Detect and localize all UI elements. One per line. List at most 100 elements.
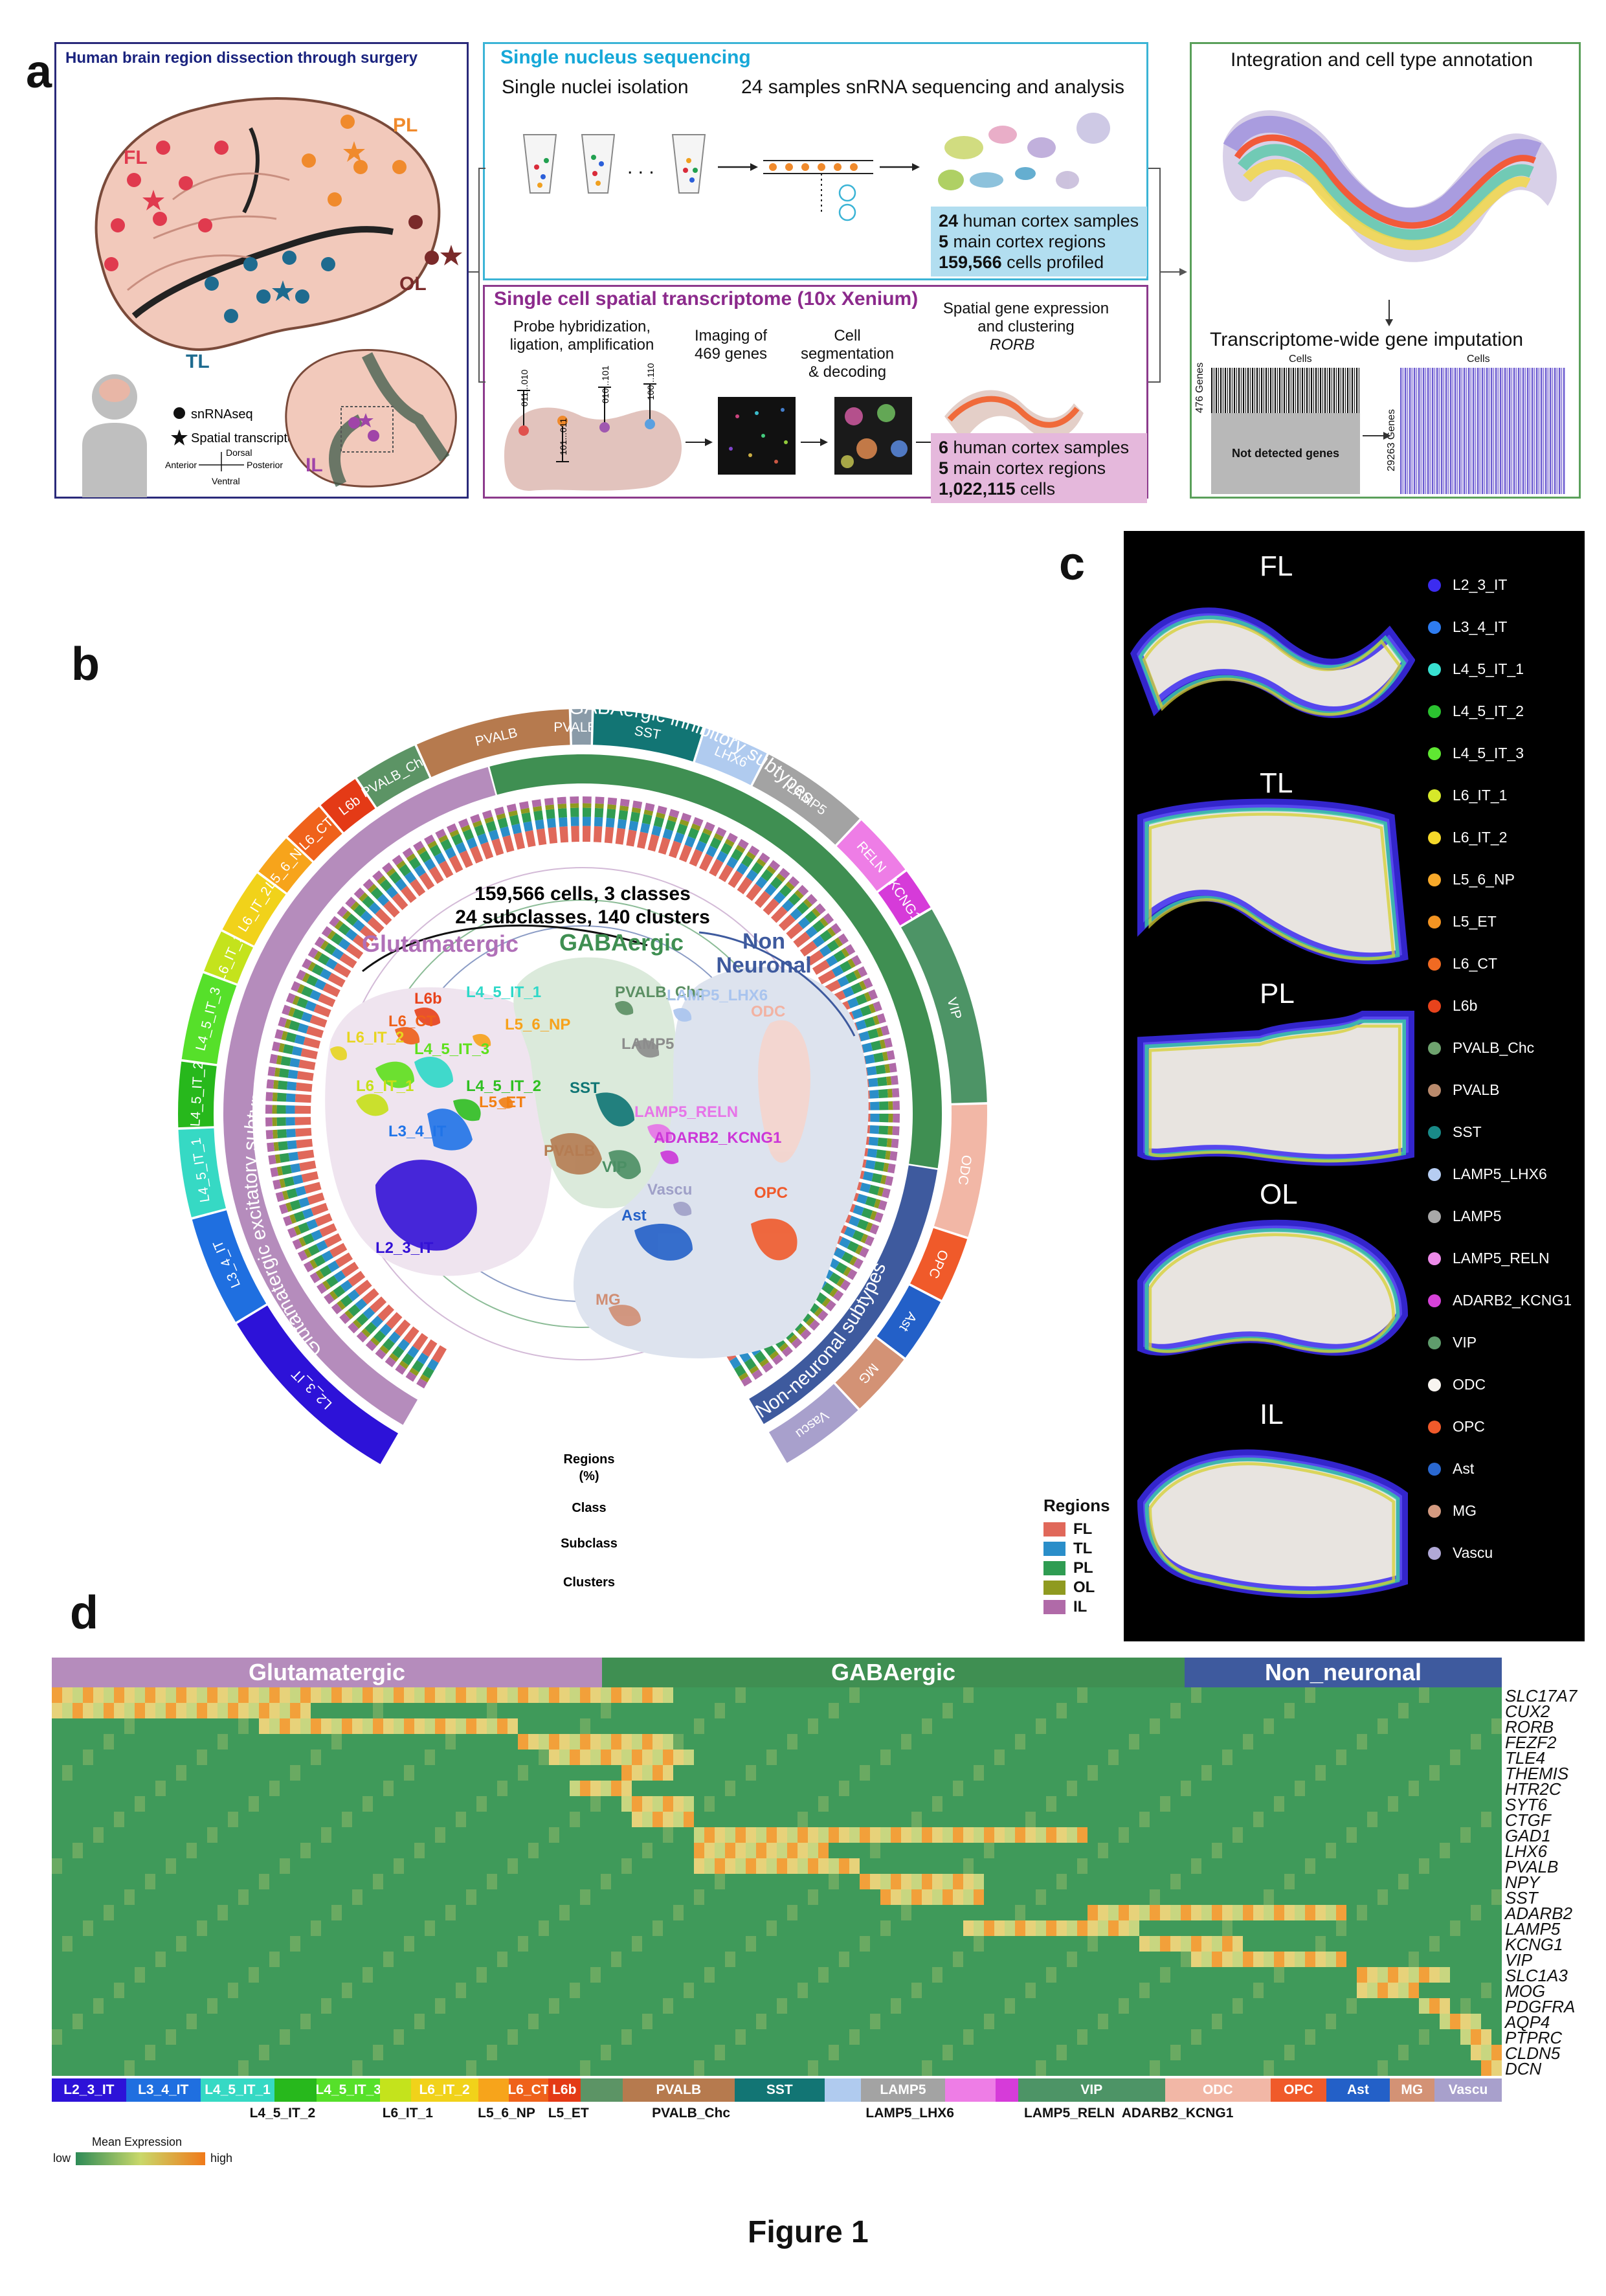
umap-label: L6_IT_1 xyxy=(356,1077,414,1095)
region-bar-segment xyxy=(887,1126,893,1135)
gene-label: PTPRC xyxy=(1505,2028,1563,2047)
region-bar-segment xyxy=(265,1092,273,1101)
class-arc xyxy=(749,1165,938,1424)
subclass-bar-segment: PVALB xyxy=(622,2078,735,2102)
region-bar-segment xyxy=(356,1313,369,1326)
region-bar-segment xyxy=(797,916,810,929)
spatial-illustration: 011...010 101...011 010...101 100...110 xyxy=(504,363,1084,491)
gene-label: ADARB2 xyxy=(1505,1904,1573,1923)
region-bar-segment xyxy=(289,1199,302,1211)
region-bar-segment xyxy=(877,1187,884,1197)
below-subclass-label: PVALB_Chc xyxy=(652,2106,731,2121)
region-bar-segment xyxy=(847,997,859,1009)
c-legend-item: L6_CT xyxy=(1428,955,1497,973)
region-bar-segment xyxy=(709,859,724,877)
region-bar-segment xyxy=(377,875,386,885)
region-bar-segment xyxy=(832,1290,844,1301)
legend-dot xyxy=(1428,662,1441,676)
gene-label: SYT6 xyxy=(1505,1795,1548,1814)
c-legend-item: PVALB xyxy=(1428,1081,1499,1099)
region-bar-segment xyxy=(325,958,338,970)
region-bar-segment xyxy=(279,1153,290,1163)
region-bar-segment xyxy=(293,1211,306,1222)
region-bar-segment xyxy=(311,1230,323,1241)
region-bar-segment xyxy=(385,1312,403,1329)
region-bar-segment xyxy=(345,913,359,927)
region-bar-segment xyxy=(706,845,718,857)
spatial-step1: Probe hybridization, ligation, amplificat… xyxy=(509,318,654,354)
region-bar-segment xyxy=(557,808,568,818)
region-bar-segment xyxy=(309,989,322,1001)
region-bar-segment xyxy=(888,1114,893,1123)
region-bar-segment xyxy=(748,845,760,857)
svg-text:Ventral: Ventral xyxy=(212,476,240,486)
expression-heatmap xyxy=(52,1687,1502,2076)
region-bar-segment xyxy=(695,840,707,853)
region-legend: Regions FL TL PL OL IL xyxy=(1043,1496,1110,1617)
region-legend-item: PL xyxy=(1043,1559,1110,1578)
gene-label: PVALB xyxy=(1505,1857,1559,1876)
legend-dot xyxy=(1428,1294,1441,1307)
subclass-arc-L3_4_IT xyxy=(192,1210,267,1322)
subclass-arc-L6_IT_1 xyxy=(204,931,254,984)
subclass-bar-segment: SST xyxy=(735,2078,825,2102)
region-bar-segment xyxy=(297,1149,315,1160)
region-bar-segment xyxy=(791,1337,803,1349)
snseq-box: Single nucleus sequencing Single nuclei … xyxy=(483,42,1148,280)
region-bar-segment xyxy=(278,1017,287,1028)
region-bar-segment xyxy=(379,879,392,892)
region-bar-segment xyxy=(288,1007,296,1017)
region-bar-segment xyxy=(891,1138,899,1149)
region-bar-segment xyxy=(873,1052,884,1063)
subclass-arc-LAMP5 xyxy=(752,754,860,845)
region-bar-segment xyxy=(879,1114,889,1123)
region-bar-segment xyxy=(812,935,825,948)
region-bar-segment xyxy=(306,1219,318,1230)
region-bar-segment xyxy=(849,1215,860,1227)
region-bar-segment xyxy=(362,1307,375,1320)
region-bar-segment xyxy=(353,887,365,899)
region-bar-segment xyxy=(462,829,474,841)
region-bar-segment xyxy=(840,960,852,973)
region-bar-segment xyxy=(607,797,618,805)
region-bar-segment xyxy=(531,799,542,807)
region-bar-segment xyxy=(811,908,821,917)
region-bar-segment xyxy=(887,1163,896,1174)
region-bar-segment xyxy=(272,1117,277,1127)
region-bar-segment xyxy=(286,1129,296,1138)
region-bar-segment xyxy=(292,1175,304,1185)
region-bar-segment xyxy=(333,962,351,978)
region-bar-segment xyxy=(321,926,333,938)
region-bar-segment xyxy=(281,1165,292,1175)
region-bar-segment xyxy=(833,950,846,962)
region-bar-segment xyxy=(302,973,310,983)
sparse-matrix xyxy=(1211,368,1360,413)
region-bar-segment xyxy=(885,1150,891,1160)
region-bar-segment xyxy=(756,858,766,867)
gene-label: CTGF xyxy=(1505,1810,1551,1830)
region-bar-segment xyxy=(737,877,753,895)
section-label: TL xyxy=(1260,767,1293,799)
region-bar-segment xyxy=(772,1354,783,1366)
region-bar-segment xyxy=(295,1186,307,1197)
imputed-matrix xyxy=(1400,368,1565,494)
brain-box-title: Human brain region dissection through su… xyxy=(65,49,418,67)
region-bar-segment xyxy=(283,1215,293,1226)
region-fl-label: FL xyxy=(124,147,148,168)
region-bar-segment xyxy=(882,1187,891,1199)
region-bar-segment xyxy=(361,1328,371,1338)
region-bar-segment xyxy=(340,1279,353,1292)
region-bar-segment xyxy=(419,1374,430,1383)
region-bar-segment xyxy=(287,1069,298,1079)
colorbar-high: high xyxy=(210,2152,233,2165)
svg-text:. . .: . . . xyxy=(627,157,654,178)
subclass-arc-KCNG1 xyxy=(878,871,931,926)
region-bar-segment xyxy=(860,1182,871,1193)
gene-label: AQP4 xyxy=(1505,2012,1550,2032)
region-bar-segment xyxy=(344,1310,354,1320)
svg-text:PL: PL xyxy=(393,115,418,136)
region-bar-segment xyxy=(855,1019,867,1031)
region-bar-segment xyxy=(284,1019,292,1029)
region-bar-segment xyxy=(851,1008,864,1020)
